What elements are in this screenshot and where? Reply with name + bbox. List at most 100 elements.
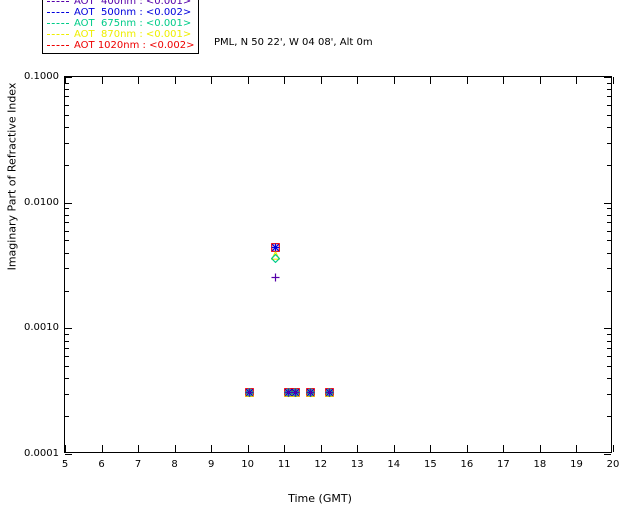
x-axis-tick	[393, 445, 395, 452]
chart-title-line1: PML, N 50 22', W 04 08', Alt 0m	[214, 37, 373, 48]
data-point-marker	[306, 388, 315, 397]
x-axis-tick-label: 20	[606, 459, 620, 470]
x-axis-tick-label: 11	[277, 459, 291, 470]
y-axis-tick	[604, 202, 611, 204]
y-axis-tick-label: 0.0001	[24, 448, 59, 459]
legend-item-label: AOT 1020nm : <0.002>	[74, 40, 195, 51]
legend-item-500nm: AOT 500nm : <0.002>	[47, 7, 194, 18]
legend-item-1020nm: AOT 1020nm : <0.002>	[47, 40, 194, 51]
y-axis-minor-tick	[607, 290, 611, 292]
x-axis-tick	[211, 445, 213, 452]
y-axis-tick-label: 0.0010	[24, 322, 59, 334]
plot-frame: 0.0001 0.0010 0.0100 0.1000 5 6 7 8 9 10 11 12 13 14 1…	[24, 71, 619, 470]
data-point-marker	[244, 387, 254, 397]
y-axis-minor-tick	[65, 114, 69, 116]
x-axis-tick-label: 18	[533, 459, 547, 470]
y-axis-minor-tick	[65, 268, 69, 270]
data-point-marker	[271, 273, 280, 282]
x-axis-tick	[466, 77, 468, 84]
y-axis-minor-tick	[607, 240, 611, 242]
data-point-marker	[291, 387, 301, 397]
x-axis-tick	[101, 445, 103, 452]
y-axis-minor-tick	[607, 222, 611, 224]
data-point-marker	[306, 387, 315, 397]
legend-item-label: AOT 675nm : <0.001>	[74, 18, 192, 29]
y-axis-tick	[604, 454, 611, 455]
data-point-marker	[284, 387, 293, 397]
x-axis-tick	[247, 445, 249, 452]
x-axis-tick-label: 17	[497, 459, 510, 470]
y-axis-minor-tick	[65, 230, 69, 232]
y-axis-minor-tick	[607, 366, 611, 368]
legend-line-icon	[47, 1, 69, 2]
y-axis-minor-tick	[65, 394, 69, 396]
x-axis-tick	[320, 445, 322, 452]
x-axis-tick	[65, 445, 66, 452]
y-axis-minor-tick	[65, 164, 69, 166]
y-axis-minor-tick	[607, 416, 611, 418]
x-axis-tick-label: 10	[241, 459, 255, 470]
y-axis-minor-tick	[607, 230, 611, 232]
data-point-marker	[270, 243, 280, 252]
x-axis-tick	[247, 77, 249, 84]
x-axis-tick	[466, 445, 468, 452]
data-point-marker	[325, 387, 335, 397]
y-axis-minor-tick	[65, 240, 69, 242]
legend-item-400nm: AOT 400nm : <0.001>	[47, 0, 194, 7]
x-axis-tick-label: 8	[171, 459, 178, 470]
y-axis-minor-tick	[607, 394, 611, 396]
x-axis-tick	[503, 77, 505, 84]
y-axis-minor-tick	[65, 252, 69, 254]
y-axis-minor-tick	[607, 164, 611, 166]
data-point-marker	[291, 388, 300, 397]
y-axis-minor-tick	[607, 334, 611, 336]
y-axis-minor-tick	[65, 290, 69, 292]
legend-line-icon	[47, 12, 69, 13]
y-axis-minor-tick	[65, 347, 69, 349]
data-point-marker	[245, 388, 254, 397]
data-point-marker	[245, 388, 254, 397]
y-axis-minor-tick	[65, 214, 69, 216]
data-point-marker	[270, 253, 280, 263]
x-axis-tick	[430, 445, 432, 452]
x-axis-tick	[539, 445, 541, 452]
x-axis-tick	[320, 77, 322, 84]
y-axis-minor-tick	[607, 208, 611, 210]
x-axis-tick	[503, 445, 505, 452]
data-point-marker	[325, 387, 335, 397]
y-axis-minor-tick	[607, 252, 611, 254]
y-axis-tick	[604, 77, 611, 78]
y-axis-minor-tick	[65, 222, 69, 224]
data-point-marker	[306, 388, 315, 397]
data-point-marker	[306, 387, 315, 397]
y-axis-title: Imaginary Part of Refractive Index	[5, 82, 19, 271]
data-point-marker	[271, 243, 280, 252]
y-axis-minor-tick	[65, 82, 69, 84]
x-axis-tick-label: 14	[387, 459, 401, 470]
y-axis-tick	[65, 454, 72, 455]
legend-line-icon	[47, 23, 69, 24]
x-axis-tick	[613, 445, 614, 452]
x-axis-tick-label: 19	[570, 459, 583, 470]
x-axis-tick-label: 9	[207, 459, 215, 470]
y-axis-minor-tick	[607, 268, 611, 270]
y-axis-minor-tick	[607, 378, 611, 380]
y-axis-tick	[65, 328, 72, 330]
x-axis-tick-label: 6	[98, 459, 105, 470]
data-point-marker	[325, 388, 334, 397]
x-axis-tick	[539, 77, 541, 84]
legend-item-675nm: AOT 675nm : <0.001>	[47, 18, 194, 29]
x-axis-tick-label: 12	[314, 459, 328, 470]
data-point-marker	[284, 387, 294, 397]
y-axis-minor-tick	[607, 104, 611, 106]
x-axis-tick	[357, 77, 359, 84]
y-axis-minor-tick	[65, 340, 69, 342]
y-axis-minor-tick	[607, 96, 611, 98]
y-axis-minor-tick	[65, 142, 69, 144]
data-point-marker	[306, 387, 315, 397]
y-axis-minor-tick	[65, 334, 69, 336]
data-point-marker	[244, 387, 254, 397]
x-axis-tick	[284, 445, 286, 452]
data-point-marker	[245, 387, 254, 397]
y-axis-minor-tick	[65, 416, 69, 418]
